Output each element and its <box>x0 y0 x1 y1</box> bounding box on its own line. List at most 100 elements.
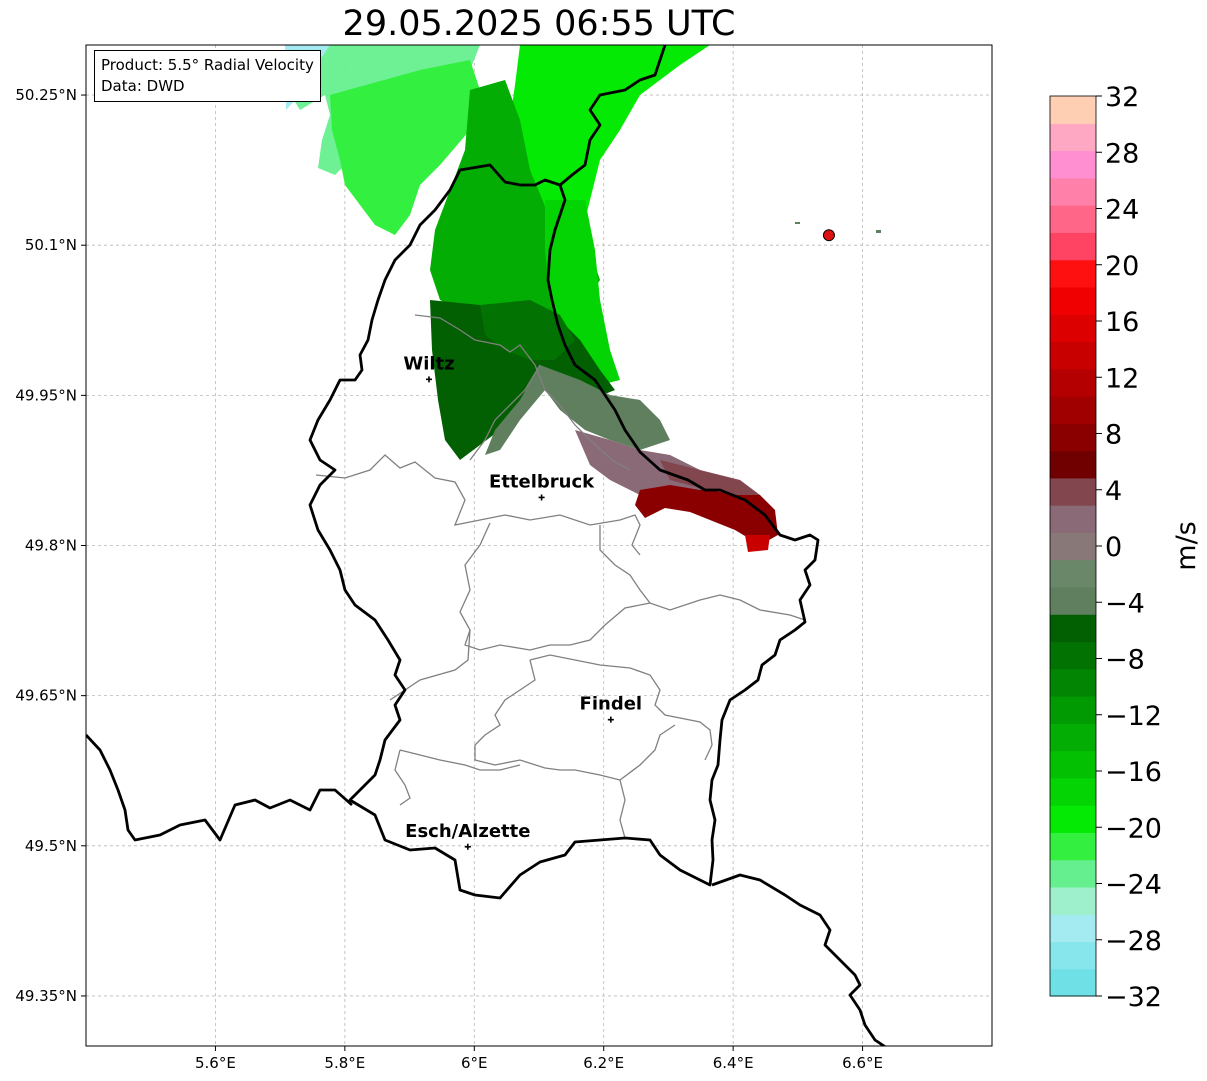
product-label: Product: 5.5° Radial Velocity <box>101 56 314 74</box>
colorbar-segment <box>1050 886 1096 915</box>
city-marker <box>607 716 614 723</box>
colorbar-segment <box>1050 559 1096 588</box>
border-south-east <box>711 873 887 1046</box>
canton-line-south5 <box>394 749 411 806</box>
echo-speck-2 <box>876 230 881 233</box>
colorbar-tick-label: 8 <box>1105 420 1122 451</box>
colorbar-segment <box>1050 777 1096 806</box>
colorbar-unit-label: m/s <box>1171 521 1202 570</box>
colorbar-segment <box>1050 368 1096 397</box>
city-label: Findel <box>580 694 643 715</box>
colorbar-segment <box>1050 259 1096 288</box>
colorbar-segment <box>1050 177 1096 206</box>
x-tick-label: 5.8°E <box>324 1054 365 1072</box>
echo-grey-green <box>485 365 670 455</box>
colorbar-segment <box>1050 341 1096 370</box>
y-tick-label: 50.1°N <box>25 236 77 254</box>
x-tick-label: 6.2°E <box>583 1054 624 1072</box>
colorbar-segment <box>1050 805 1096 833</box>
canton-boundaries <box>315 314 806 839</box>
colorbar-tick-label: −12 <box>1105 701 1162 732</box>
y-tick-label: 49.35°N <box>15 987 77 1005</box>
colorbar-tick-label: −32 <box>1105 982 1162 1013</box>
colorbar-tick-label: 24 <box>1105 195 1139 226</box>
colorbar-segment <box>1050 314 1096 343</box>
colorbar-tick-label: −16 <box>1105 757 1162 788</box>
colorbar-tick-label: −20 <box>1105 813 1162 844</box>
map-title: 29.05.2025 06:55 UTC <box>342 4 736 44</box>
colorbar-segment <box>1050 723 1096 752</box>
colorbar-segment <box>1050 832 1096 861</box>
border-luxembourg <box>308 163 820 900</box>
colorbar-segment <box>1050 750 1096 779</box>
city-marker <box>425 376 432 383</box>
colorbar-segment <box>1050 123 1096 152</box>
map-axes: 5.6°E 5.8°E 6°E 6.2°E 6.4°E 6.6°E 50.25°N 50.1°… <box>15 86 883 1072</box>
y-tick-label: 49.5°N <box>25 837 77 855</box>
y-tick-label: 49.95°N <box>15 386 77 404</box>
radar-site-marker <box>822 229 835 242</box>
y-tick-label: 50.25°N <box>15 86 77 104</box>
canton-line-central <box>459 522 806 651</box>
colorbar-segment <box>1050 96 1096 124</box>
y-tick-label: 49.8°N <box>25 537 77 555</box>
colorbar-tick-label: 32 <box>1105 82 1139 113</box>
echo-bright-green-east <box>505 45 710 240</box>
colorbar-segment <box>1050 668 1096 697</box>
map-gridlines <box>86 45 992 1046</box>
canton-line-wiltz <box>315 454 641 556</box>
colorbar-segment <box>1050 450 1096 479</box>
x-tick-label: 5.6°E <box>195 1054 236 1072</box>
echo-mauve <box>575 430 720 505</box>
canton-line-east <box>599 525 651 604</box>
colorbar-tick-label: 4 <box>1105 476 1122 507</box>
colorbar-segment <box>1050 586 1096 615</box>
colorbar-segment <box>1050 914 1096 943</box>
colorbar-segment <box>1050 396 1096 424</box>
echo-mid-green-band <box>480 300 575 360</box>
echo-brown <box>660 460 760 495</box>
border-germany-east <box>559 45 667 187</box>
colorbar-tick-label: −28 <box>1105 926 1162 957</box>
colorbar-tick-label: −8 <box>1105 645 1145 676</box>
canton-line-south1 <box>389 629 471 701</box>
data-source-label: Data: DWD <box>101 77 185 95</box>
colorbar-segment <box>1050 505 1096 533</box>
city-label: Ettelbruck <box>489 471 595 492</box>
x-tick-label: 6.6°E <box>842 1054 883 1072</box>
colorbar-segment <box>1050 232 1096 261</box>
colorbar-segment <box>1050 696 1096 724</box>
canton-line-south2 <box>529 654 713 761</box>
colorbar-segment <box>1050 641 1096 670</box>
city-label: Esch/Alzette <box>405 821 530 842</box>
canton-line-north2 <box>469 364 541 461</box>
city-label: Wiltz <box>403 353 454 374</box>
colorbar-tick-label: −4 <box>1105 588 1145 619</box>
velocity-colorbar: 32 28 24 20 16 12 8 4 0 −4 −8 −12 −16 −20 −24 −28 −32 m/s <box>1049 82 1202 1013</box>
colorbar-tick-label: 20 <box>1105 251 1139 282</box>
colorbar-segment <box>1050 941 1096 970</box>
x-tick-label: 6.4°E <box>713 1054 754 1072</box>
colorbar-tick-label: 28 <box>1105 138 1139 169</box>
colorbar-segment <box>1050 423 1096 452</box>
y-tick-label: 49.65°N <box>15 687 77 705</box>
x-tick-label: 6°E <box>461 1054 488 1072</box>
echo-red-tip <box>745 535 770 552</box>
border-south-west <box>86 734 353 842</box>
echo-bright-green-west <box>330 60 480 235</box>
colorbar-segment <box>1050 968 1096 997</box>
national-borders <box>86 45 887 1046</box>
colorbar-segment <box>1050 859 1096 888</box>
colorbar-tick-label: −24 <box>1105 870 1162 901</box>
echo-speck-1 <box>795 222 800 224</box>
colorbar-segment <box>1050 205 1096 233</box>
canton-line-findel <box>619 724 676 781</box>
city-marker <box>538 494 545 501</box>
city-markers: Wiltz Ettelbruck Findel Esch/Alzette <box>403 353 643 850</box>
colorbar-segment <box>1050 532 1096 561</box>
canton-line-south3 <box>474 659 626 839</box>
colorbar-segment <box>1050 286 1096 315</box>
colorbar-segment <box>1050 477 1096 506</box>
colorbar-tick-label: 16 <box>1105 307 1139 338</box>
